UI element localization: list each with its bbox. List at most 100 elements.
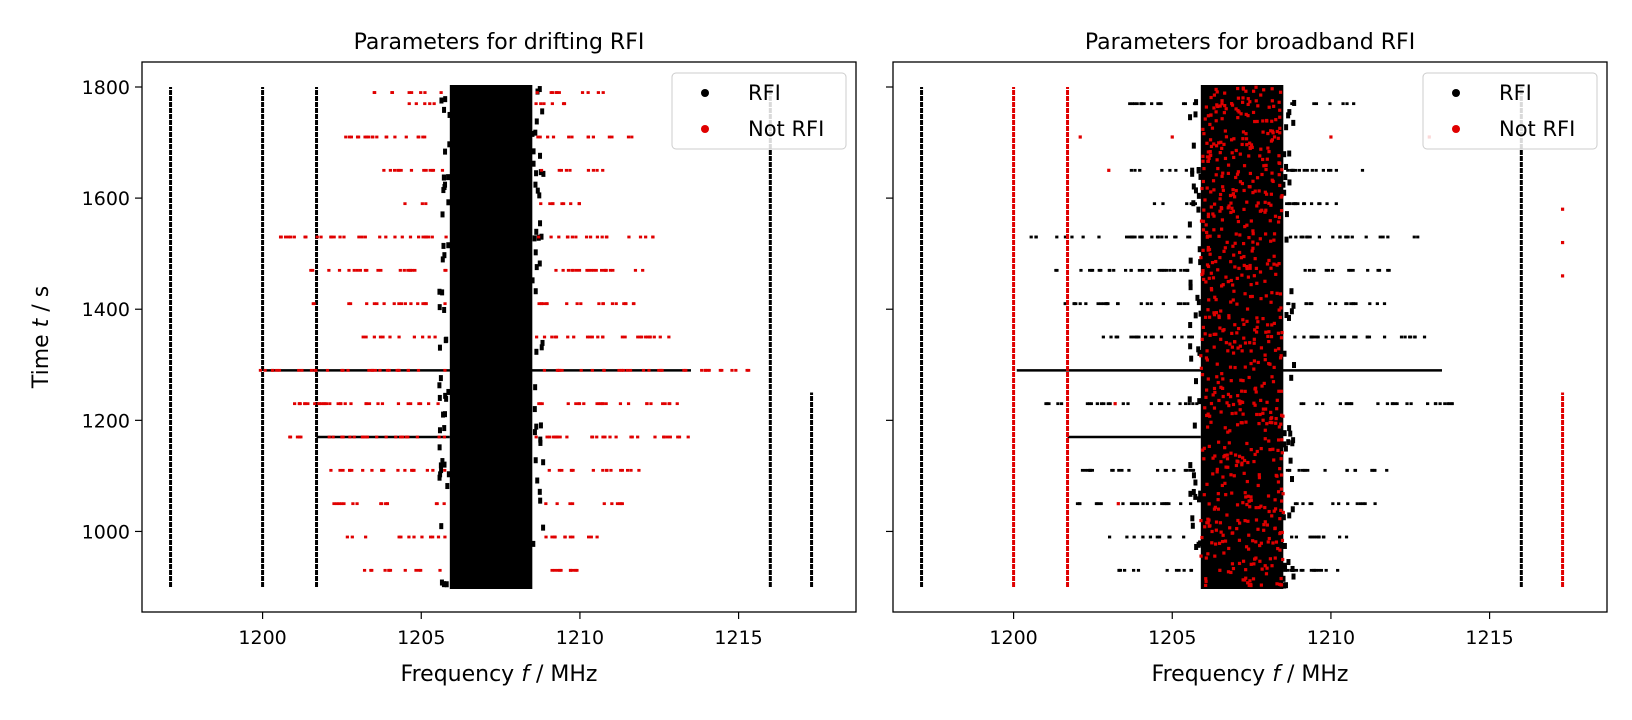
broadband-not-rfi-point (1229, 210, 1233, 215)
broadband-rfi-point (1180, 335, 1184, 339)
drifting-not-rfi-point (437, 435, 441, 439)
broadband-not-rfi-point (1213, 505, 1217, 509)
broadband-rfi-point (1192, 422, 1197, 429)
broadband-not-rfi-point (1329, 135, 1333, 139)
drifting-not-rfi-point (306, 402, 310, 406)
broadband-not-rfi-point (1279, 473, 1284, 477)
broadband-not-rfi-point (1254, 390, 1258, 394)
drifting-not-rfi-point (293, 402, 297, 406)
broadband-not-rfi-point (1212, 386, 1217, 391)
broadband-not-rfi-point (1278, 356, 1283, 360)
broadband-rfi-point (1189, 568, 1194, 572)
drifting-not-rfi-point (375, 302, 379, 306)
broadband-not-rfi-point (1267, 536, 1271, 541)
drifting-rfi-point (540, 339, 545, 346)
broadband-not-rfi-point (1231, 351, 1236, 355)
broadband-not-rfi-point (1234, 232, 1238, 236)
broadband-not-rfi-point (1230, 151, 1234, 155)
broadband-rfi-point (1085, 402, 1090, 406)
broadband-rfi-point (1312, 535, 1316, 539)
broadband-rfi-point (1328, 302, 1332, 306)
broadband-not-rfi-point (1209, 144, 1214, 149)
drifting-rfi-point (538, 152, 543, 159)
drifting-not-rfi-point (388, 335, 392, 339)
drifting-not-rfi-point (601, 468, 605, 472)
broadband-not-rfi-point (1270, 178, 1274, 182)
broadband-not-rfi-point (1221, 329, 1225, 333)
broadband-chart-title: Parameters for broadband RFI (1085, 30, 1415, 55)
drifting-rfi-point (534, 228, 539, 235)
broadband-not-rfi-point (1269, 410, 1273, 414)
broadband-not-rfi-point (1241, 456, 1245, 460)
broadband-rfi-point (1302, 402, 1306, 406)
drifting-not-rfi-point (620, 502, 624, 506)
broadband-rfi-point (1075, 502, 1080, 506)
drifting-not-rfi-point (442, 435, 447, 439)
broadband-rfi-point (1197, 246, 1202, 253)
drifting-rfi-point (537, 260, 542, 267)
broadband-rfi-point (1120, 468, 1124, 472)
drifting-not-rfi-point (586, 91, 590, 94)
broadband-not-rfi-point (1276, 331, 1281, 335)
broadband-not-rfi-point (1276, 136, 1280, 140)
broadband-rfi-point (1086, 468, 1090, 472)
broadband-rfi-point (1099, 402, 1104, 406)
broadband-not-rfi-point (1278, 126, 1282, 130)
broadband-not-rfi-point (1239, 112, 1243, 116)
broadband-not-rfi-point (1206, 308, 1210, 312)
drifting-rfi-point (438, 375, 443, 382)
drifting-not-rfi-point (380, 402, 385, 406)
drifting-not-rfi-point (416, 302, 420, 306)
drifting-rfi-point (442, 106, 447, 113)
drifting-rfi-point (541, 459, 546, 466)
drifting-not-rfi-point (414, 568, 418, 572)
drifting-not-rfi-point (432, 102, 436, 106)
broadband-not-rfi-point (1259, 583, 1263, 587)
broadband-not-rfi-point (1255, 412, 1259, 417)
broadband-rfi-point (1196, 346, 1201, 353)
drifting-not-rfi-point (610, 302, 615, 306)
broadband-not-rfi-point (1276, 546, 1280, 551)
drifting-not-rfi-point (364, 402, 369, 406)
broadband-not-rfi-point (1265, 262, 1270, 266)
drifting-not-rfi-point (542, 102, 546, 106)
broadband-rfi-point (1284, 124, 1289, 131)
broadband-not-rfi-point (1278, 517, 1282, 521)
broadband-rfi-point (1328, 102, 1332, 106)
drifting-not-rfi-point (400, 435, 405, 439)
broadband-not-rfi-point (1252, 89, 1256, 93)
broadband-not-rfi-point (1212, 106, 1216, 110)
broadband-rfi-point (1365, 335, 1369, 339)
broadband-rfi-point (1187, 221, 1192, 228)
broadband-not-rfi-point (1078, 135, 1082, 139)
drifting-not-rfi-point (382, 468, 386, 472)
broadband-not-rfi-point (1263, 564, 1267, 568)
broadband-not-rfi-point (1271, 447, 1275, 451)
drifting-not-rfi-point (640, 335, 644, 339)
drifting-rfi-point (442, 461, 447, 468)
drifting-not-rfi-point (570, 135, 574, 139)
drifting-not-rfi-point (600, 402, 605, 406)
broadband-rfi-point (1330, 335, 1335, 339)
broadband-rfi-point (1291, 573, 1296, 580)
broadband-not-rfi-point (1281, 492, 1285, 496)
broadband-not-rfi-point (1213, 202, 1217, 206)
drifting-not-rfi-point (628, 368, 633, 372)
broadband-rfi-point (1047, 402, 1051, 406)
broadband-rfi-point (1045, 402, 1049, 406)
broadband-not-rfi-point (1218, 209, 1222, 213)
drifting-rfi-point (442, 411, 447, 418)
broadband-legend-rfi-marker (1452, 89, 1460, 97)
broadband-rfi-point (1313, 568, 1317, 572)
broadband-not-rfi-point (1202, 166, 1206, 171)
broadband-not-rfi-point (1225, 240, 1229, 244)
drifting-not-rfi-point (560, 468, 564, 472)
drifting-not-rfi-point (430, 235, 434, 239)
broadband-rfi-point (1299, 568, 1303, 572)
broadband-rfi-point (1304, 302, 1308, 306)
broadband-rfi-point (1182, 568, 1186, 572)
broadband-not-rfi-point (1254, 386, 1258, 390)
broadband-not-rfi-point (1237, 326, 1241, 331)
drifting-not-rfi-point (539, 102, 543, 106)
drifting-not-rfi-point (335, 502, 339, 506)
